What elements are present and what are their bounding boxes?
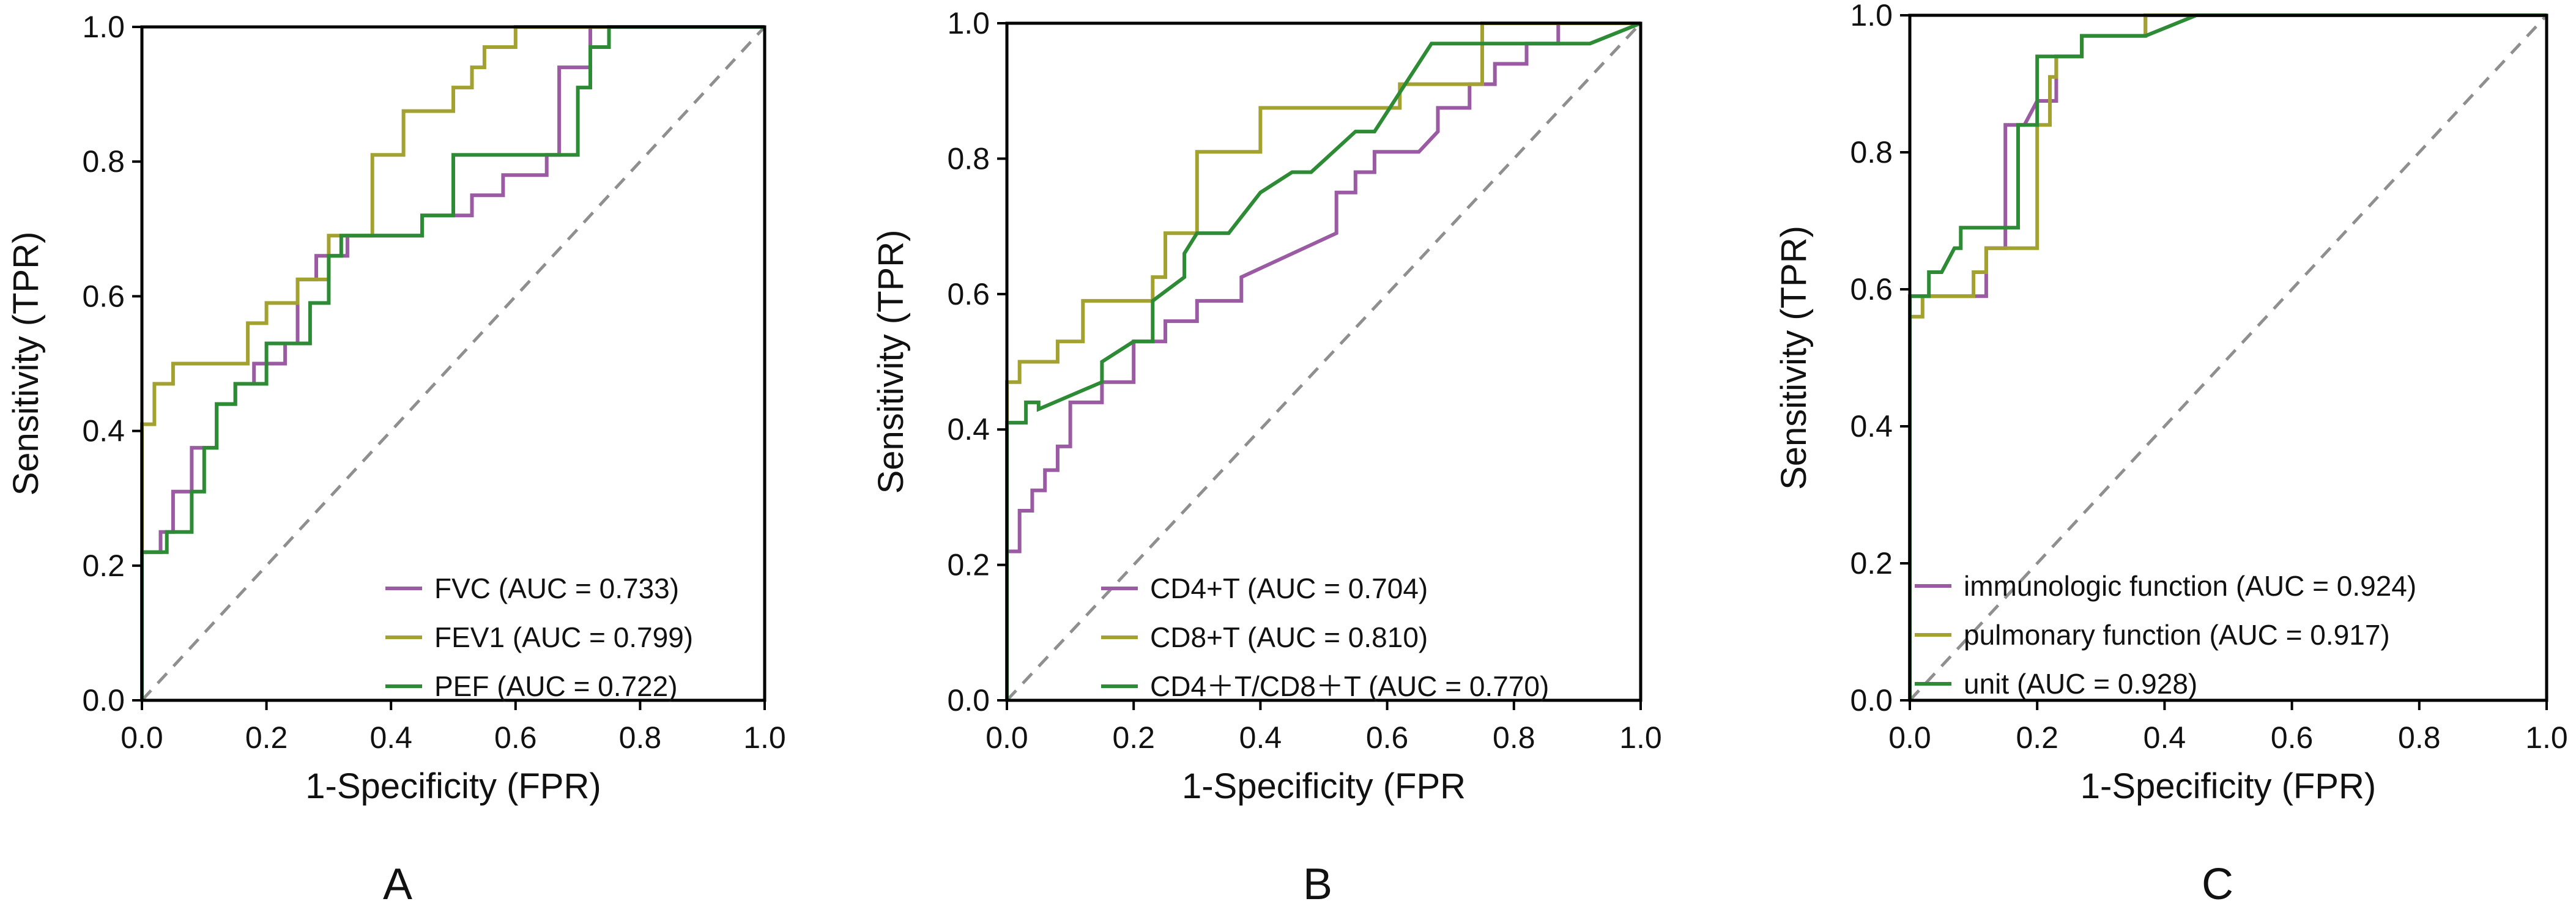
chart-panel-b: 0.0 0.2 0.4 0.6 0.8 1.0 0.0 0.2 0.4 0.6 0.8 1.0 1-Sp…: [871, 6, 1662, 909]
legend-entry-3: PEF (AUC = 0.722): [434, 670, 678, 702]
y-tick-label: 0.2: [1850, 546, 1893, 580]
chart-panel-c: 0.0 0.2 0.4 0.6 0.8 1.0 0.0 0.2 0.4 0.6 0.8 1.0 1-Sp…: [1774, 0, 2568, 909]
y-tick-label: 0.4: [1850, 409, 1893, 443]
y-tick-label: 0.0: [82, 683, 125, 717]
x-tick-label: 0.4: [369, 721, 412, 755]
legend-entry-1: FVC (AUC = 0.733): [434, 572, 679, 604]
y-axis-title: Sensitivity (TPR): [6, 232, 46, 496]
legend-entry-1: immunologic function (AUC = 0.924): [1964, 570, 2416, 602]
legend-entry-3: CD4＋T/CD8＋T (AUC = 0.770): [1150, 670, 1549, 702]
y-tick-label: 0.2: [947, 548, 990, 582]
y-tick-label: 1.0: [82, 10, 125, 44]
y-tick-label: 0.6: [1850, 272, 1893, 306]
x-tick-label: 0.6: [1366, 721, 1409, 755]
chart-panel-a: 0.0 0.2 0.4 0.6 0.8 1.0 0.0 0.2 0.4 0.6 0.8 1.0 1-Sp…: [6, 10, 786, 909]
diagonal-reference-line: [141, 26, 766, 702]
y-tick-label: 0.4: [82, 414, 125, 448]
x-tick-label: 0.8: [619, 721, 662, 755]
legend-entry-1: CD4+T (AUC = 0.704): [1150, 572, 1428, 604]
x-tick-label: 0.8: [1493, 721, 1535, 755]
y-tick-label: 0.8: [82, 144, 125, 179]
y-tick-label: 0.4: [947, 412, 990, 446]
y-tick-label: 0.6: [947, 277, 990, 311]
y-tick-label: 0.0: [947, 683, 990, 717]
legend: CD4+T (AUC = 0.704) CD8+T (AUC = 0.810) CD…: [1101, 572, 1549, 702]
x-tick-label: 0.2: [1112, 721, 1155, 755]
y-tick-label: 0.2: [82, 549, 125, 583]
y-tick-label: 0.6: [82, 279, 125, 313]
x-axis-title: 1-Specificity (FPR): [305, 766, 601, 806]
panel-label-b: B: [1303, 860, 1332, 909]
x-tick-label: 0.8: [2398, 721, 2441, 755]
x-tick-label: 0.4: [2144, 721, 2186, 755]
x-tick-label: 1.0: [1619, 721, 1662, 755]
y-tick-label: 0.8: [947, 141, 990, 176]
roc-curve-3: [140, 25, 765, 700]
x-tick-label: 1.0: [2525, 721, 2568, 755]
roc-curve-3: [1908, 13, 2547, 700]
panel-label-a: A: [383, 860, 412, 909]
x-tick-label: 0.0: [985, 721, 1028, 755]
x-tick-label: 0.6: [2271, 721, 2314, 755]
x-tick-label: 0.0: [121, 721, 163, 755]
x-axis-title: 1-Specificity (FPR): [2080, 766, 2376, 806]
x-axis-title: 1-Specificity (FPR: [1182, 766, 1466, 806]
y-tick-label: 1.0: [947, 6, 990, 40]
y-tick-label: 0.0: [1850, 683, 1893, 717]
x-tick-label: 0.0: [1888, 721, 1931, 755]
x-tick-label: 0.4: [1239, 721, 1282, 755]
x-tick-label: 0.2: [245, 721, 288, 755]
diagonal-reference-line: [1006, 22, 1642, 702]
legend: immunologic function (AUC = 0.924) pulmon…: [1915, 570, 2416, 700]
x-tick-label: 0.2: [2016, 721, 2058, 755]
roc-curve-3: [1005, 21, 1642, 700]
legend-entry-2: FEV1 (AUC = 0.799): [434, 621, 693, 653]
x-tick-label: 0.6: [494, 721, 537, 755]
legend-entry-2: pulmonary function (AUC = 0.917): [1964, 619, 2390, 651]
roc-curve-2: [140, 25, 765, 700]
axes-frame: [1005, 21, 1642, 702]
legend-entry-3: unit (AUC = 0.928): [1964, 668, 2197, 700]
legend-entry-2: CD8+T (AUC = 0.810): [1150, 621, 1428, 653]
y-tick-label: 1.0: [1850, 0, 1893, 32]
y-axis-title: Sensitivity (TPR): [1774, 226, 1814, 490]
y-tick-label: 0.8: [1850, 135, 1893, 169]
y-axis-title: Sensitivity (TPR): [871, 230, 911, 494]
legend: FVC (AUC = 0.733) FEV1 (AUC = 0.799) PEF (…: [385, 572, 693, 702]
diagonal-reference-line: [1909, 14, 2548, 702]
x-tick-label: 1.0: [743, 721, 786, 755]
axes-frame: [140, 25, 766, 702]
axes-frame: [1908, 13, 2548, 702]
panel-label-c: C: [2202, 860, 2233, 909]
